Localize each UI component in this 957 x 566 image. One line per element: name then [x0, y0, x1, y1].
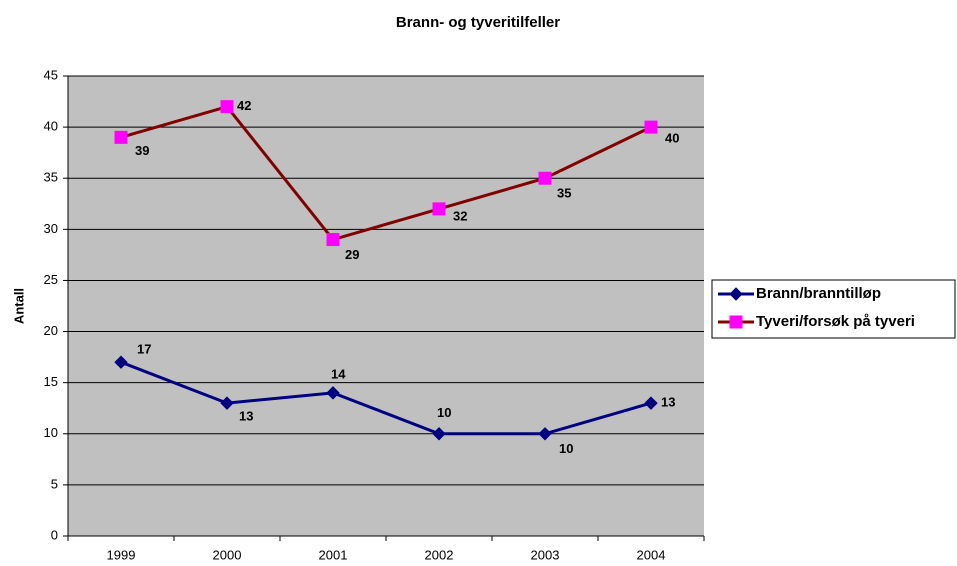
legend-marker — [729, 315, 743, 329]
data-point — [326, 386, 340, 400]
legend-label: Tyveri/forsøk på tyveri — [756, 313, 915, 330]
data-point — [432, 202, 446, 216]
data-label: 42 — [237, 98, 251, 113]
x-tick-label: 2000 — [213, 547, 242, 562]
y-tick-label: 45 — [44, 67, 58, 82]
x-tick-label: 2004 — [637, 547, 666, 562]
data-label: 10 — [437, 405, 451, 420]
data-point — [220, 100, 234, 114]
x-tick-label: 2001 — [319, 547, 348, 562]
x-tick-label: 2002 — [425, 547, 454, 562]
plot-area — [68, 76, 704, 536]
data-label: 32 — [453, 208, 467, 223]
data-point — [114, 355, 128, 369]
series-line — [120, 360, 652, 436]
series-line — [120, 104, 652, 242]
data-label: 10 — [559, 441, 573, 456]
data-label: 17 — [137, 342, 151, 357]
data-point — [538, 427, 552, 441]
y-tick-label: 10 — [44, 425, 58, 440]
data-label: 13 — [661, 395, 675, 410]
data-label: 40 — [665, 131, 679, 146]
data-point — [644, 396, 658, 410]
data-point — [538, 171, 552, 185]
legend-marker — [729, 287, 743, 301]
y-tick-label: 5 — [51, 476, 58, 491]
data-point — [326, 233, 340, 247]
data-point — [114, 130, 128, 144]
y-tick-label: 25 — [44, 272, 58, 287]
x-tick-label: 1999 — [107, 547, 136, 562]
data-point — [432, 427, 446, 441]
data-point — [644, 120, 658, 134]
data-label: 29 — [345, 247, 359, 262]
chart-title: Brann- og tyveritilfeller — [396, 14, 560, 31]
y-tick-label: 40 — [44, 119, 58, 134]
data-label: 35 — [557, 186, 571, 201]
data-label: 13 — [239, 409, 253, 424]
y-tick-label: 0 — [51, 527, 58, 542]
data-label: 39 — [135, 143, 149, 158]
legend-box — [711, 279, 956, 339]
y-tick-label: 20 — [44, 323, 58, 338]
data-label: 14 — [331, 366, 346, 381]
y-tick-label: 15 — [44, 374, 58, 389]
legend-label: Brann/branntilløp — [756, 285, 881, 302]
data-point — [220, 396, 234, 410]
x-tick-label: 2003 — [531, 547, 560, 562]
y-tick-label: 30 — [44, 221, 58, 236]
y-axis-label: Antall — [11, 288, 26, 324]
y-tick-label: 35 — [44, 170, 58, 185]
